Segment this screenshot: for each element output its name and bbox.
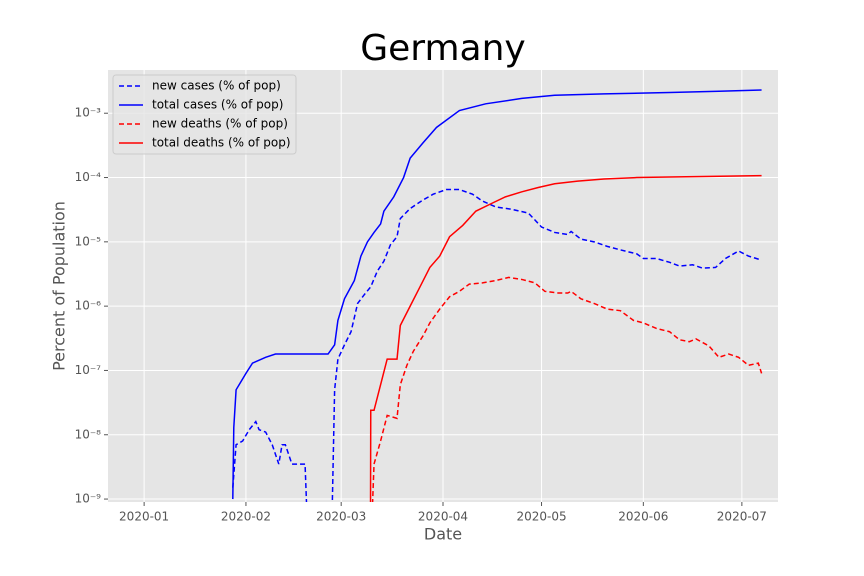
x-tick-label: 2020-05	[516, 510, 566, 524]
y-tick-label: 10⁻⁵	[75, 234, 102, 248]
x-tick-label: 2020-03	[316, 510, 366, 524]
series-line	[232, 89, 762, 500]
x-tick-label: 2020-02	[221, 510, 271, 524]
series-line	[232, 188, 762, 502]
y-axis-label: Percent of Population	[50, 201, 69, 371]
y-tick-label: 10⁻³	[75, 106, 102, 120]
ticks: 10⁻⁹ 10⁻⁸ 10⁻⁷ 10⁻⁶ 10⁻⁵ 10⁻⁴ 10⁻³ 2020-01 2020-…	[75, 106, 767, 524]
y-tick-label: 10⁻⁴	[75, 170, 102, 184]
legend-label: total deaths (% of pop)	[152, 136, 291, 150]
y-tick-label: 10⁻⁷	[75, 363, 102, 377]
x-tick-label: 2020-04	[418, 510, 468, 524]
x-tick-label: 2020-06	[618, 510, 668, 524]
y-tick-label: 10⁻⁸	[75, 427, 102, 441]
chart-title: Germany	[360, 28, 525, 69]
legend: new cases (% of pop) total cases (% of po…	[112, 74, 297, 155]
legend-box	[112, 74, 297, 155]
x-tick-label: 2020-01	[119, 510, 169, 524]
y-tick-label: 10⁻⁶	[75, 299, 102, 313]
legend-label: new deaths (% of pop)	[152, 117, 288, 131]
series-line	[371, 276, 763, 502]
x-axis-label: Date	[424, 525, 462, 544]
y-tick-label: 10⁻⁹	[75, 492, 102, 506]
series-line	[369, 174, 762, 502]
lines	[232, 89, 763, 502]
x-tick-label: 2020-07	[717, 510, 767, 524]
legend-label: new cases (% of pop)	[152, 79, 281, 93]
legend-label: total cases (% of pop)	[152, 98, 283, 112]
